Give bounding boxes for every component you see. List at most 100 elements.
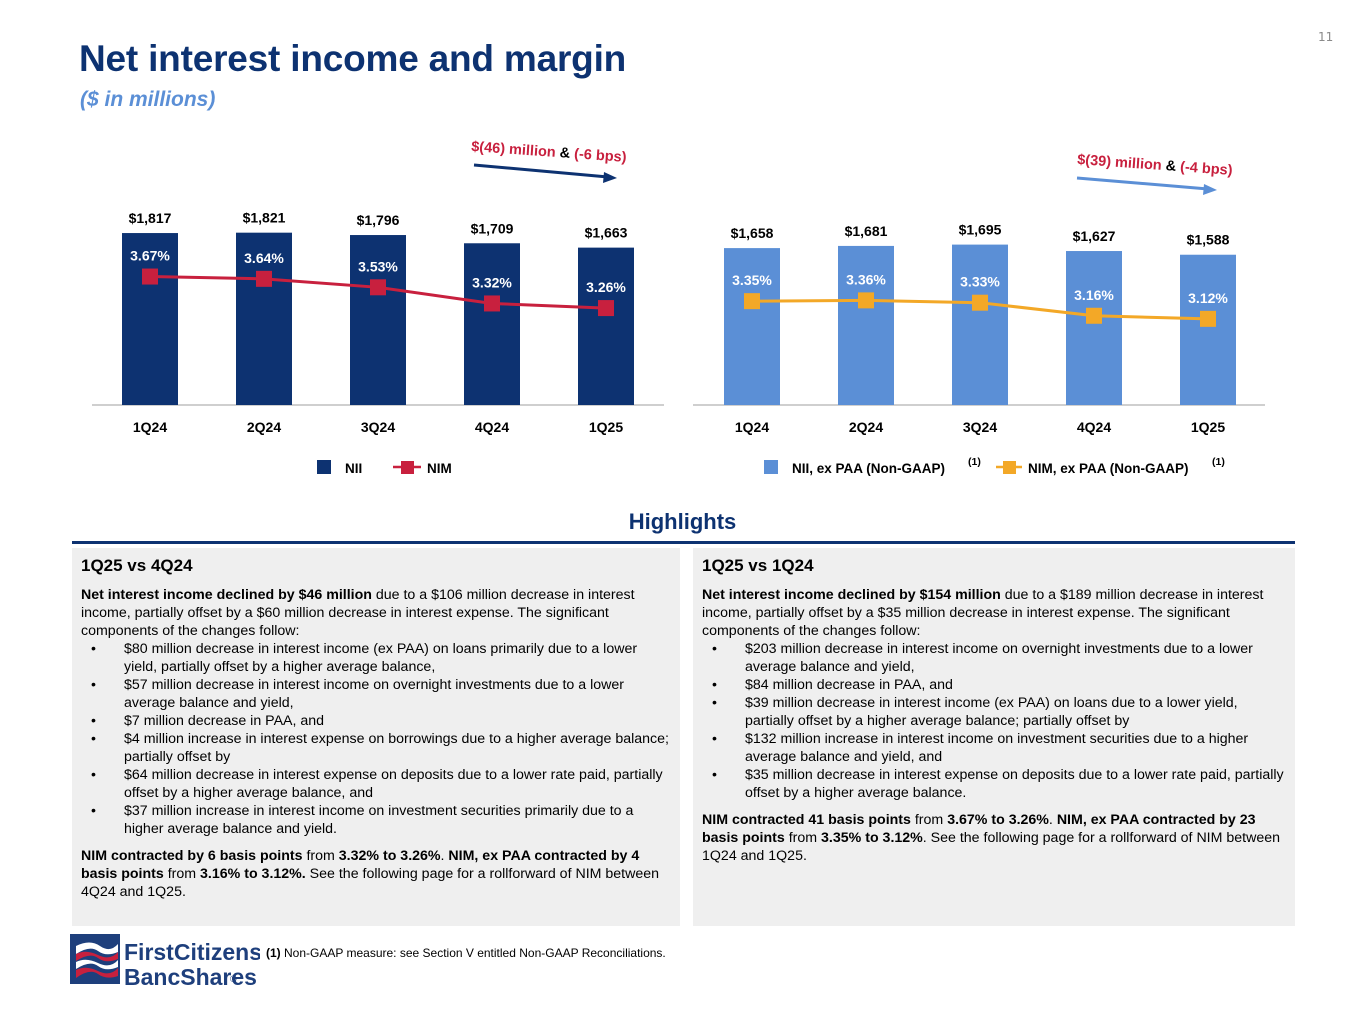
list-item: • $84 million decrease in PAA, and [712, 677, 953, 693]
legend-marker-nim-ex-paa [1003, 461, 1016, 474]
panel-nim-summary: NIM contracted 41 basis points from 3.67… [702, 812, 1281, 864]
bar-value-label: $1,681 [845, 223, 888, 239]
bar-value-label: $1,663 [585, 225, 628, 241]
bar-value-label: $1,796 [357, 212, 400, 228]
nim-marker-2q24 [256, 270, 272, 287]
nim-value-label: 3.12% [1188, 290, 1228, 306]
nim-marker-4q24 [484, 295, 500, 312]
category-label: 1Q24 [133, 419, 167, 435]
charts-area: $1,817 $1,821 $1,796 $1,709 $1,663 3.67% 3.64… [92, 139, 1265, 476]
nim-ex-paa-labels: 3.35% 3.36% 3.33% 3.16% 3.12% [732, 271, 1228, 305]
legend-label-nii: NII [345, 461, 362, 476]
category-label: 1Q24 [735, 419, 769, 435]
list-item: • $132 million increase in interest incom… [712, 731, 1249, 765]
callout-arrow-head [1203, 184, 1217, 195]
nim-value-label: 3.53% [358, 258, 398, 274]
bar-value-label: $1,817 [129, 210, 172, 226]
nim-value-label: 3.26% [586, 279, 626, 295]
legend-sup-nim-ex-paa: (1) [1212, 456, 1225, 468]
footnote: (1) Non-GAAP measure: see Section V enti… [266, 946, 666, 960]
highlights-panel-left: 1Q25 vs 4Q24 Net interest income decline… [72, 548, 680, 926]
highlights-heading: Highlights [628, 509, 737, 534]
list-item: • $80 million decrease in interest income… [91, 641, 638, 675]
nii-ex-paa-bar-labels: $1,658 $1,681 $1,695 $1,627 $1,588 [731, 222, 1230, 248]
nim-marker-3q24 [972, 294, 988, 311]
list-item: • $35 million decrease in interest expens… [712, 767, 1284, 801]
bar-value-label: $1,658 [731, 225, 774, 241]
legend-label-nii-ex-paa: NII, ex PAA (Non-GAAP) [792, 461, 945, 476]
bar-1q24 [122, 233, 178, 405]
nim-marker-1q25 [598, 300, 614, 317]
logo-registered-mark: ® [230, 974, 237, 984]
bar-3q24 [952, 244, 1008, 405]
bar-4q24 [464, 243, 520, 405]
callout-bps: (-4 bps) [1180, 159, 1234, 179]
legend: NII NIM [317, 460, 452, 476]
nim-marker-3q24 [370, 279, 386, 296]
logo-text-line2: BancShares [124, 964, 257, 990]
page-number: 11 [1318, 30, 1334, 44]
nim-marker-1q24 [142, 268, 158, 285]
nim-value-label: 3.32% [472, 274, 512, 290]
logo-text-line1: FirstCitizens [124, 939, 260, 965]
bar-value-label: $1,588 [1187, 232, 1230, 248]
legend: NII, ex PAA (Non-GAAP) (1) NIM, ex PAA (… [764, 456, 1225, 476]
nim-value-label: 3.35% [732, 272, 772, 288]
list-item: • $39 million decrease in interest income… [712, 695, 1238, 729]
callout-amount: $(46) million [471, 139, 557, 161]
nim-marker-4q24 [1086, 307, 1102, 324]
chart-nii-nim-ex-paa: $1,658 $1,681 $1,695 $1,627 $1,588 3.35% 3.36… [693, 152, 1265, 476]
nim-value-label: 3.67% [130, 248, 170, 264]
list-item: • $7 million decrease in PAA, and [91, 713, 325, 729]
bar-1q25 [578, 247, 634, 405]
list-item: • $203 million decrease in interest incom… [712, 641, 1253, 675]
callout-bps: (-6 bps) [574, 146, 628, 166]
list-item: • $37 million increase in interest income… [91, 803, 634, 837]
legend-swatch-nii-ex-paa [764, 460, 778, 474]
list-item: • $57 million decrease in interest income… [91, 677, 624, 711]
nii-ex-paa-bars [724, 244, 1236, 405]
callout-amount: $(39) million [1077, 152, 1163, 174]
flag-icon [70, 934, 120, 984]
nim-line [142, 268, 614, 317]
callout-arrow-head [603, 172, 617, 183]
panel-intro: Net interest income declined by $46 mill… [81, 587, 635, 639]
legend-sup-nii-ex-paa: (1) [968, 456, 981, 468]
category-labels: 1Q24 2Q24 3Q24 4Q24 1Q25 [133, 419, 623, 435]
callout-text: $(46) million & (-6 bps) [471, 139, 627, 166]
legend-marker-nim [401, 461, 414, 474]
category-label: 1Q25 [1191, 419, 1225, 435]
bar-value-label: $1,695 [959, 222, 1002, 238]
panel-heading: 1Q25 vs 4Q24 [81, 556, 193, 575]
list-item: • $4 million increase in interest expense… [91, 731, 669, 765]
nim-value-label: 3.64% [244, 250, 284, 266]
category-label: 2Q24 [849, 419, 883, 435]
nim-marker-1q25 [1200, 310, 1216, 327]
nim-ex-paa-line [744, 292, 1216, 327]
bar-value-label: $1,709 [471, 220, 514, 236]
legend-swatch-nii [317, 460, 331, 474]
bar-1q24 [724, 248, 780, 405]
category-label: 1Q25 [589, 419, 623, 435]
panel-bullets: • $203 million decrease in interest incom… [702, 640, 1285, 802]
nim-marker-1q24 [744, 293, 760, 310]
chart-nii-nim: $1,817 $1,821 $1,796 $1,709 $1,663 3.67% 3.64… [92, 139, 664, 476]
nii-bar-labels: $1,817 $1,821 $1,796 $1,709 $1,663 [129, 210, 628, 241]
category-label: 3Q24 [361, 419, 395, 435]
list-item: • $64 million decrease in interest expens… [91, 767, 663, 801]
panel-intro: Net interest income declined by $154 mil… [702, 587, 1264, 639]
panel-nim-summary: NIM contracted by 6 basis points from 3.… [81, 848, 660, 900]
legend-label-nim: NIM [427, 461, 452, 476]
category-labels: 1Q24 2Q24 3Q24 4Q24 1Q25 [735, 419, 1225, 435]
panel-heading: 1Q25 vs 1Q24 [702, 556, 814, 575]
panel-bullets: • $80 million decrease in interest income… [81, 640, 670, 838]
page-title: Net interest income and margin [79, 38, 627, 79]
callout-text: $(39) million & (-4 bps) [1077, 152, 1233, 179]
category-label: 3Q24 [963, 419, 997, 435]
bar-value-label: $1,821 [243, 210, 286, 226]
bar-2q24 [838, 245, 894, 405]
highlights-divider [72, 541, 1295, 544]
bar-2q24 [236, 232, 292, 405]
bar-value-label: $1,627 [1073, 228, 1116, 244]
nii-bars [122, 232, 634, 405]
